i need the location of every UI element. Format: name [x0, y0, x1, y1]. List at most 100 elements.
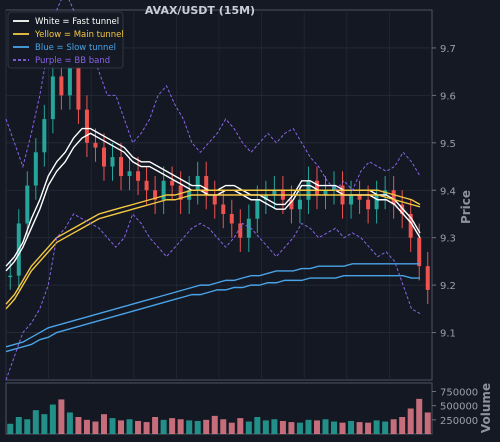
volume-bar: [228, 422, 235, 434]
volume-bar: [109, 418, 116, 434]
candle: [8, 275, 13, 278]
candle: [161, 180, 166, 200]
candle: [255, 199, 260, 219]
volume-bar: [237, 418, 244, 434]
volume-bar: [118, 420, 125, 434]
candle: [238, 223, 243, 238]
volume-bar: [365, 422, 372, 434]
series-line: [5, 263, 420, 348]
candle: [246, 218, 251, 238]
candle: [349, 195, 354, 205]
y-tick-label: 9.1: [440, 329, 456, 340]
candle: [76, 66, 81, 110]
volume-bar: [135, 420, 142, 434]
volume-bar: [32, 410, 39, 434]
volume-bar: [7, 423, 14, 434]
volume-bar: [24, 419, 31, 434]
volume-plot: 250000 500000 750000: [5, 382, 478, 435]
legend-label: Yellow = Main tunnel: [34, 30, 124, 40]
y-tick-label: 9.4: [440, 186, 456, 197]
candle: [127, 171, 132, 177]
volume-bar: [220, 419, 227, 434]
series-line: [5, 194, 421, 310]
volume-bar: [416, 398, 423, 434]
candle: [153, 190, 158, 200]
volume-bar: [390, 419, 397, 434]
legend: White = Fast tunnel Yellow = Main tunnel B…: [7, 11, 124, 69]
volume-bar: [126, 419, 133, 434]
candle: [178, 185, 183, 200]
volume-bar: [177, 419, 184, 434]
candle: [170, 180, 175, 186]
candle: [212, 195, 217, 205]
y-tick-label: 9.3: [440, 234, 456, 245]
volume-bar: [83, 419, 90, 434]
volume-bar: [271, 419, 278, 434]
candle: [417, 237, 422, 267]
volume-bar: [331, 421, 338, 434]
volume-bar: [305, 419, 312, 434]
y-tick-label: 9.2: [440, 281, 456, 292]
candle: [110, 157, 115, 167]
chart-title: AVAX/USDT (15M): [145, 4, 255, 17]
candle: [289, 199, 294, 210]
volume-bar: [382, 421, 389, 434]
legend-box: [7, 11, 124, 69]
legend-label: Blue = Slow tunnel: [35, 43, 116, 53]
candle: [391, 190, 396, 205]
volume-bar: [296, 422, 303, 434]
candle: [357, 195, 362, 200]
volume-tick-label: 750000: [440, 388, 478, 399]
volume-bar: [356, 422, 363, 434]
volume-bar: [152, 417, 159, 434]
candle: [144, 180, 149, 191]
candle: [59, 76, 64, 96]
volume-bar: [186, 420, 193, 434]
candle: [374, 195, 379, 210]
volume-bar: [41, 414, 48, 434]
candle: [229, 213, 234, 224]
volume-bar: [407, 408, 414, 434]
candle: [136, 171, 141, 181]
candle: [93, 142, 98, 148]
legend-label: White = Fast tunnel: [35, 17, 119, 27]
volume-bar: [373, 420, 380, 434]
candle: [101, 147, 106, 167]
volume-tick-label: 250000: [440, 416, 478, 427]
volume-bar: [262, 420, 269, 434]
candle: [67, 66, 72, 96]
volume-bar: [15, 417, 22, 434]
volume-tick-label: 500000: [440, 402, 478, 413]
y-tick-label: 9.5: [440, 139, 456, 150]
volume-bar: [203, 419, 210, 434]
candle: [50, 76, 55, 120]
volume-bar: [92, 421, 99, 434]
volume-axis-label: Volume: [479, 383, 493, 433]
volume-bar: [169, 418, 176, 434]
volume-bar: [279, 420, 286, 434]
candle: [42, 119, 47, 153]
candle: [408, 213, 413, 238]
volume-bar: [75, 417, 82, 434]
volume-bar: [288, 422, 295, 434]
price-plot: 9.1 9.2 9.3 9.4 9.5 9.6 9.7: [5, 0, 456, 381]
candle: [425, 266, 430, 290]
price-axis-label: Price: [459, 190, 473, 224]
y-tick-label: 9.6: [440, 91, 456, 102]
candle: [366, 199, 371, 210]
candle: [33, 152, 38, 186]
candle: [25, 185, 30, 224]
volume-bar: [49, 404, 56, 434]
volume-bar: [254, 417, 261, 434]
volume-bar: [313, 420, 320, 434]
candle: [263, 195, 268, 200]
volume-bar: [322, 419, 329, 434]
volume-bar: [211, 415, 218, 434]
volume-bar: [66, 412, 73, 434]
candle: [195, 176, 200, 191]
volume-bar: [160, 419, 167, 434]
series-line: [5, 274, 420, 353]
volume-bar: [194, 420, 201, 434]
candle: [323, 190, 328, 195]
